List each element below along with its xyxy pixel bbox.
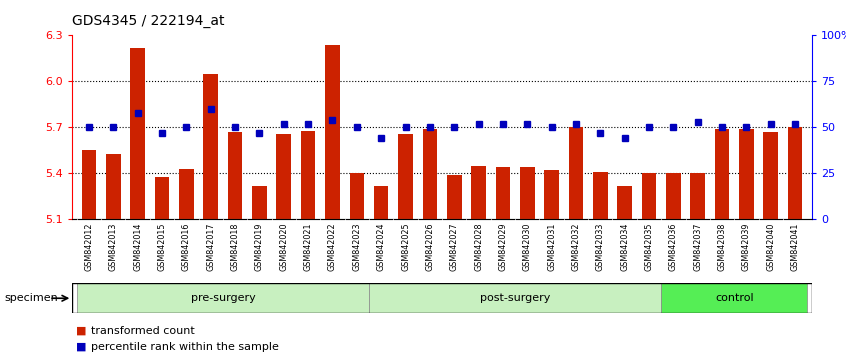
Text: GSM842012: GSM842012 [85,223,93,271]
Text: GSM842020: GSM842020 [279,223,288,271]
Bar [422,129,437,219]
Text: GSM842025: GSM842025 [401,223,410,271]
Bar [788,127,802,219]
Text: specimen: specimen [4,293,58,303]
Text: GSM842024: GSM842024 [376,223,386,271]
Bar [106,154,121,219]
Bar [130,48,145,219]
Text: GSM842021: GSM842021 [304,223,313,271]
Text: GSM842014: GSM842014 [133,223,142,271]
Text: GSM842016: GSM842016 [182,223,191,271]
Text: GSM842039: GSM842039 [742,223,751,271]
Bar [398,133,413,219]
Bar [252,186,266,219]
Text: pre-surgery: pre-surgery [190,293,255,303]
Text: GSM842019: GSM842019 [255,223,264,271]
Text: GSM842015: GSM842015 [157,223,167,271]
Text: post-surgery: post-surgery [480,293,550,303]
Text: control: control [715,293,754,303]
Text: GSM842013: GSM842013 [109,223,118,271]
Text: GSM842038: GSM842038 [717,223,727,271]
Bar [349,173,364,219]
Bar [544,170,559,219]
Text: ■: ■ [76,326,86,336]
Text: GSM842031: GSM842031 [547,223,556,271]
Text: GSM842026: GSM842026 [426,223,434,271]
Bar [666,173,681,219]
Bar [569,127,583,219]
Text: percentile rank within the sample: percentile rank within the sample [91,342,279,352]
Text: GSM842037: GSM842037 [693,223,702,271]
Text: GSM842035: GSM842035 [645,223,653,271]
Text: GSM842017: GSM842017 [206,223,215,271]
Bar [155,177,169,219]
Text: GSM842027: GSM842027 [450,223,459,271]
Bar [374,186,388,219]
Text: GSM842033: GSM842033 [596,223,605,271]
Bar [301,131,316,219]
Text: GSM842034: GSM842034 [620,223,629,271]
Bar [496,167,510,219]
Bar [77,283,369,313]
Bar [593,172,607,219]
Bar [739,129,754,219]
Bar [520,167,535,219]
Text: GSM842040: GSM842040 [766,223,775,271]
Bar [618,186,632,219]
Text: ■: ■ [76,342,86,352]
Bar [82,150,96,219]
Text: GSM842029: GSM842029 [498,223,508,271]
Text: transformed count: transformed count [91,326,195,336]
Text: GDS4345 / 222194_at: GDS4345 / 222194_at [72,14,224,28]
Bar [228,132,242,219]
Text: GSM842041: GSM842041 [791,223,799,271]
Text: GSM842032: GSM842032 [571,223,580,271]
Text: GSM842036: GSM842036 [669,223,678,271]
Bar [763,132,778,219]
Text: GSM842030: GSM842030 [523,223,532,271]
Text: GSM842022: GSM842022 [328,223,337,271]
Bar [642,173,656,219]
Bar [179,169,194,219]
Text: GSM842018: GSM842018 [231,223,239,271]
Bar [715,129,729,219]
Text: GSM842028: GSM842028 [474,223,483,271]
Text: GSM842023: GSM842023 [352,223,361,271]
Bar [203,74,218,219]
Bar [690,173,705,219]
Bar [369,283,662,313]
Bar [471,166,486,219]
Bar [447,175,462,219]
Bar [662,283,807,313]
Bar [325,45,340,219]
Bar [277,133,291,219]
